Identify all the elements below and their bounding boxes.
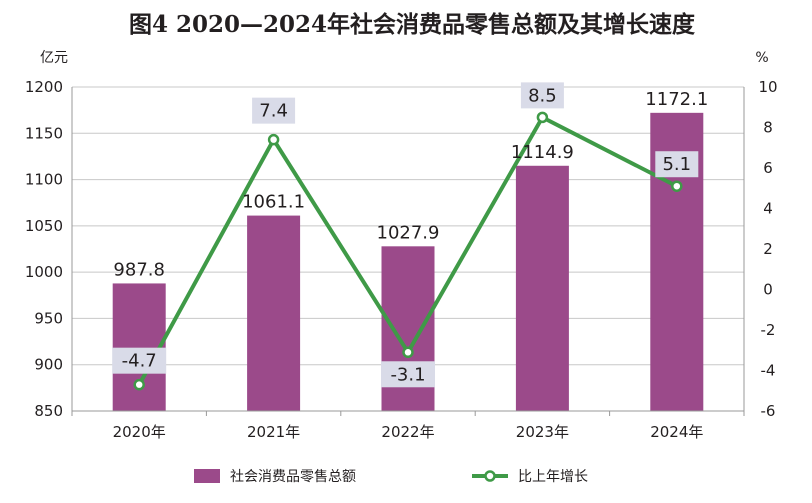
right-tick-label: 2 bbox=[763, 240, 773, 258]
growth-label-box bbox=[520, 82, 564, 109]
bar-value-label: 1061.1 bbox=[242, 192, 305, 213]
axes: 850 900 950 1000 1050 1100 1150 1200 -6 -4 -2 0 2 4 6 8… bbox=[25, 78, 778, 441]
growth-point bbox=[133, 378, 145, 391]
bar-value-label: 1114.9 bbox=[511, 142, 574, 163]
bar bbox=[247, 215, 301, 411]
left-tick-label: 1200 bbox=[25, 78, 63, 96]
line-series bbox=[133, 111, 683, 391]
growth-value-label: -4.7 bbox=[122, 351, 157, 372]
right-tick-label: 8 bbox=[763, 119, 773, 137]
growth-point bbox=[402, 346, 414, 359]
growth-point bbox=[267, 133, 280, 146]
growth-value-label: -3.1 bbox=[390, 364, 425, 385]
right-axis-unit: % bbox=[755, 50, 768, 66]
growth-value-label: 7.4 bbox=[259, 101, 288, 122]
growth-label-box bbox=[252, 97, 296, 124]
legend-line-marker bbox=[484, 470, 496, 482]
left-tick-label: 1100 bbox=[25, 171, 63, 189]
right-tick-label: 10 bbox=[758, 78, 777, 96]
left-tick-label: 1150 bbox=[25, 124, 63, 142]
right-tick-label: -2 bbox=[761, 321, 776, 339]
right-tick-label: 0 bbox=[763, 281, 773, 299]
legend-bar-label: 社会消费品零售总额 bbox=[230, 469, 356, 485]
right-tick-label: -6 bbox=[761, 402, 776, 420]
growth-label-box bbox=[112, 347, 167, 374]
bar-value-label: 1172.1 bbox=[645, 89, 708, 110]
bar bbox=[515, 165, 569, 411]
left-tick-label: 1050 bbox=[25, 217, 63, 235]
legend-bar-swatch bbox=[194, 469, 220, 483]
x-tick-label: 2024年 bbox=[650, 423, 703, 441]
legend-line-label: 比上年增长 bbox=[518, 469, 588, 485]
left-tick-label: 850 bbox=[34, 402, 63, 420]
right-tick-label: -4 bbox=[761, 362, 776, 380]
left-tick-label: 1000 bbox=[25, 263, 63, 281]
left-axis-unit: 亿元 bbox=[40, 50, 68, 66]
legend: 社会消费品零售总额 比上年增长 bbox=[194, 469, 588, 485]
growth-point bbox=[671, 180, 683, 192]
growth-value-label: 8.5 bbox=[528, 85, 557, 106]
left-tick-label: 950 bbox=[34, 309, 63, 327]
x-tick-label: 2020年 bbox=[113, 423, 166, 441]
bar-value-label: 987.8 bbox=[113, 259, 165, 280]
x-tick-label: 2023年 bbox=[516, 423, 569, 441]
growth-point bbox=[536, 111, 549, 124]
growth-label-box bbox=[655, 151, 699, 178]
x-tick-label: 2021年 bbox=[247, 423, 300, 441]
data-labels: 987.8 1061.1 1027.9 1114.9 1172.1 -4.7 7.4 -3.1… bbox=[112, 82, 708, 388]
growth-value-label: 5.1 bbox=[662, 154, 691, 175]
right-tick-label: 4 bbox=[763, 200, 773, 218]
x-tick-label: 2022年 bbox=[381, 423, 434, 441]
right-tick-label: 6 bbox=[763, 159, 773, 177]
chart-title: 图4 2020—2024年社会消费品零售总额及其增长速度 bbox=[129, 11, 696, 38]
growth-label-box bbox=[381, 361, 435, 388]
bar-value-label: 1027.9 bbox=[377, 222, 440, 243]
left-tick-label: 900 bbox=[34, 356, 63, 374]
